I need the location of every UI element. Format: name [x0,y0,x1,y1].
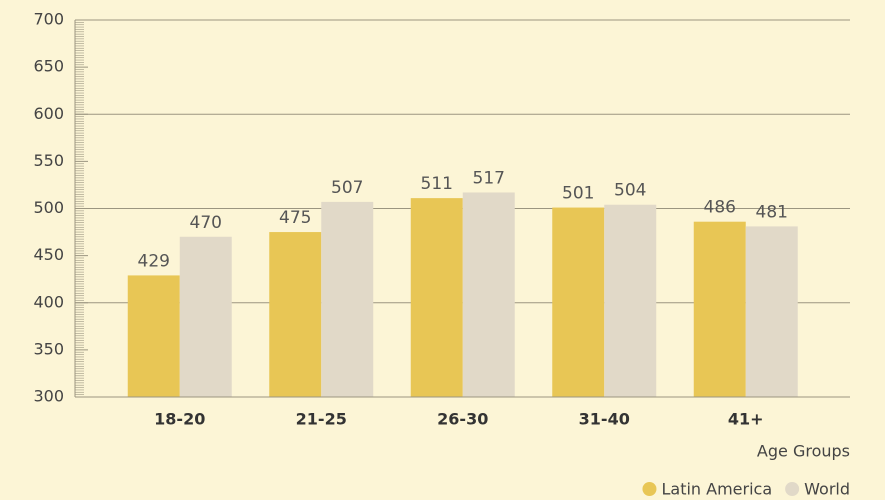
value-label: 429 [138,251,170,271]
y-tick-label: 550 [33,151,64,170]
value-label: 517 [473,168,505,188]
value-label: 504 [614,181,646,201]
y-tick-label: 450 [33,245,64,264]
value-label: 501 [562,184,594,204]
y-tick-label: 650 [33,57,64,76]
bar [462,192,515,397]
bar [410,198,463,397]
bar [604,204,657,397]
x-axis-label: Age Groups [757,442,850,461]
x-tick-label: 21-25 [296,410,347,429]
bar [321,201,374,397]
y-tick-label: 350 [33,339,64,358]
y-tick-label: 500 [33,198,64,217]
value-label: 481 [756,202,788,222]
legend-swatch [785,482,800,496]
value-label: 486 [704,198,736,218]
y-tick-label: 700 [33,10,64,29]
legend-swatch [642,482,657,496]
bar [745,226,798,397]
bar [269,232,322,397]
bar [179,236,232,397]
legend-label: World [804,480,850,499]
value-label: 475 [279,208,311,228]
y-tick-label: 400 [33,292,64,311]
bar [552,207,605,397]
bar [693,221,746,397]
x-tick-label: 31-40 [579,410,630,429]
bar [127,275,180,397]
x-tick-label: 26-30 [437,410,488,429]
value-label: 507 [331,178,363,198]
y-tick-label: 600 [33,104,64,123]
x-tick-label: 41+ [728,410,764,429]
value-label: 470 [190,213,222,233]
x-tick-label: 18-20 [154,410,205,429]
legend-label: Latin America [661,480,772,499]
y-tick-label: 300 [33,387,64,406]
value-label: 511 [421,174,453,194]
